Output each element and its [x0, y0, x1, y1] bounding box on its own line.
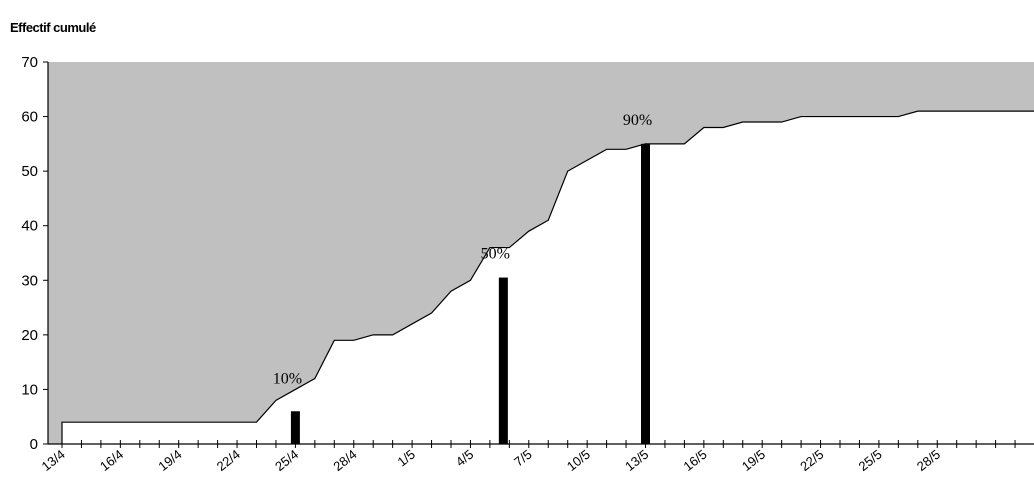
x-tick-label: 19/4 — [155, 447, 184, 474]
under-curve-fill — [62, 111, 1034, 444]
y-tick-label: 0 — [30, 436, 38, 453]
y-tick-label: 40 — [21, 218, 38, 235]
x-tick-label: 16/4 — [97, 447, 126, 474]
y-tick-label: 50 — [21, 163, 38, 180]
marker-label-10pct: 10% — [273, 370, 302, 387]
x-tick-label: 13/5 — [622, 447, 651, 474]
x-tick-label: 4/5 — [453, 447, 476, 470]
y-tick-label: 60 — [21, 109, 38, 126]
marker-bar-10pct — [290, 411, 300, 444]
y-tick-label: 70 — [21, 54, 38, 71]
x-tick-label: 22/4 — [214, 447, 243, 474]
y-tick-label: 30 — [21, 272, 38, 289]
marker-bar-90pct — [641, 143, 650, 444]
series-line — [61, 110, 1034, 444]
y-axis-label: Effectif cumulé — [10, 20, 96, 35]
x-tick-label: 25/4 — [272, 447, 301, 474]
marker-bar-50pct — [498, 277, 508, 444]
x-tick-label: 19/5 — [739, 447, 768, 474]
percentile-labels: 10% 50% 90% — [273, 112, 652, 387]
x-tick-label: 28/4 — [330, 447, 359, 474]
x-tick-label: 16/5 — [681, 447, 710, 474]
y-tick-labels: 0 10 20 30 40 50 60 70 — [21, 54, 38, 453]
x-tick-label: 7/5 — [511, 447, 534, 470]
x-tick-label: 22/5 — [797, 447, 826, 474]
y-tick-label: 20 — [21, 327, 38, 344]
x-tick-label: 28/5 — [914, 447, 943, 474]
marker-label-50pct: 50% — [481, 246, 510, 263]
series-area — [61, 110, 1034, 444]
marker-label-90pct: 90% — [623, 112, 652, 129]
axes — [43, 61, 1034, 448]
percentile-markers — [290, 143, 650, 444]
y-tick-label: 10 — [21, 381, 38, 398]
x-tick-label: 13/4 — [39, 447, 68, 474]
x-tick-label: 25/5 — [856, 447, 885, 474]
x-tick-labels: 13/4 16/4 19/4 22/4 25/4 28/4 1/5 4/5 7/5 10/5 13/… — [39, 447, 943, 474]
x-tick-label: 10/5 — [564, 447, 593, 474]
x-tick-label: 1/5 — [394, 447, 417, 470]
